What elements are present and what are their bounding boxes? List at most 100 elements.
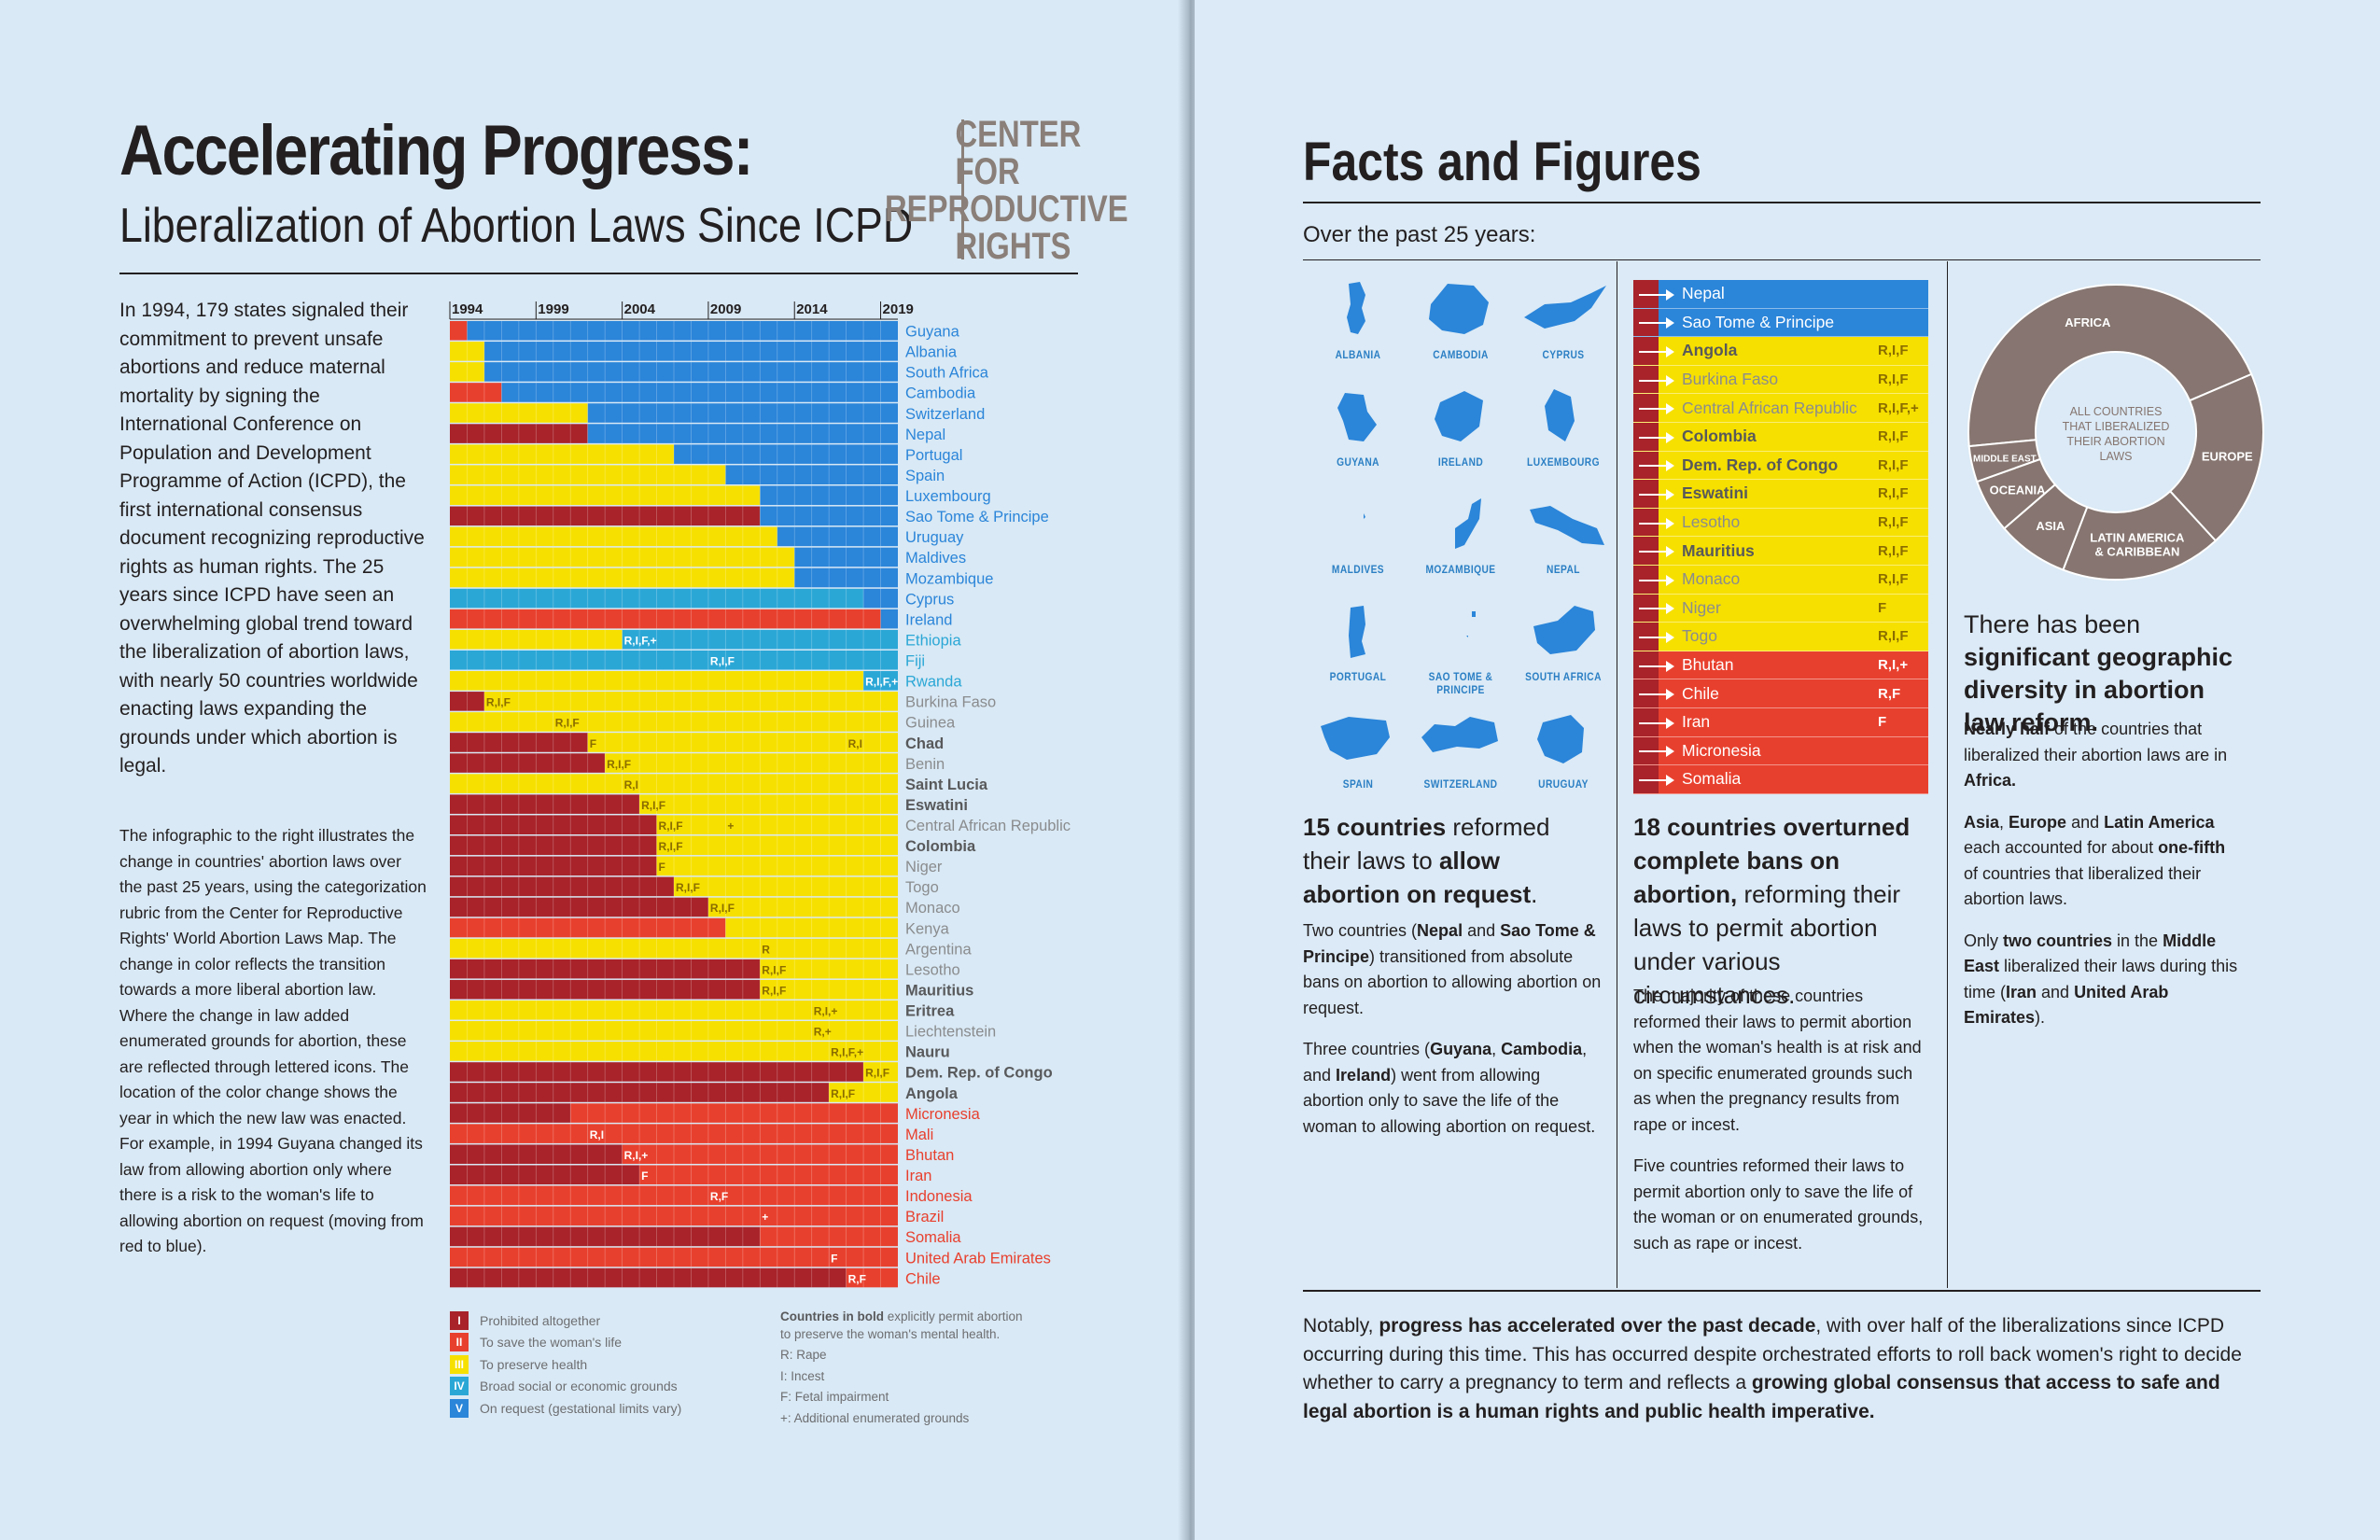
list-item: Bhutan R,I,+ bbox=[1633, 651, 1928, 680]
country-map-tile: SAO TOME & PRINCIPE bbox=[1409, 598, 1512, 696]
grounds-label: R,F bbox=[848, 1272, 866, 1285]
logo-line: FOR bbox=[955, 151, 1020, 192]
legend-swatch: IV bbox=[450, 1377, 469, 1396]
text: ) transitioned from absolute bans on abo… bbox=[1303, 946, 1602, 1017]
country-label: Ireland bbox=[905, 611, 952, 628]
facts-rule-thin bbox=[1303, 259, 2261, 260]
list-item: Lesotho R,I,F bbox=[1633, 508, 1928, 538]
bar-segment-before bbox=[450, 567, 795, 588]
note-incest: I: Incest bbox=[780, 1368, 825, 1383]
bar-segment-after bbox=[467, 321, 898, 341]
country-map-tile: NEPAL bbox=[1512, 491, 1615, 576]
list-item-name: Monaco bbox=[1682, 569, 1741, 589]
country-map-tile: CAMBODIA bbox=[1409, 276, 1512, 361]
country-label: Mali bbox=[905, 1127, 933, 1143]
country-label: South Africa bbox=[905, 365, 989, 382]
south-africa-map-icon bbox=[1533, 606, 1595, 654]
text: and bbox=[2037, 982, 2075, 1001]
bar-segment-before bbox=[450, 403, 588, 423]
donut-slice bbox=[1967, 439, 2042, 483]
note-additional: +: Additional enumerated grounds bbox=[780, 1410, 970, 1425]
bar-segment-after bbox=[863, 1062, 898, 1082]
grounds-label: R,F bbox=[710, 1190, 728, 1203]
grounds-label: R,I,+ bbox=[814, 1005, 838, 1018]
bar-segment-before bbox=[450, 588, 864, 609]
bar-segment-before bbox=[450, 959, 761, 979]
paragraph: The majority of these countries reformed… bbox=[1633, 987, 1922, 1134]
bar-segment-before bbox=[450, 321, 468, 341]
grounds-label: F bbox=[831, 1252, 837, 1265]
arrow-right-icon bbox=[1639, 403, 1674, 415]
legend-swatch: I bbox=[450, 1310, 469, 1330]
bar-segment-after bbox=[760, 506, 898, 526]
bar-segment-before bbox=[450, 712, 553, 732]
country-label: Argentina bbox=[905, 941, 972, 958]
country-label: Angola bbox=[905, 1085, 959, 1102]
bar-segment-before bbox=[450, 485, 761, 506]
facts-rule bbox=[1303, 202, 2261, 203]
list-item-name: Togo bbox=[1682, 626, 1717, 646]
list-item-name: Dem. Rep. of Congo bbox=[1682, 455, 1839, 474]
country-map-tile: URUGUAY bbox=[1512, 706, 1615, 791]
bar-segment-before bbox=[450, 424, 588, 443]
logo-line: RIGHTS bbox=[955, 226, 1071, 267]
grounds-label: R,I bbox=[848, 737, 862, 750]
bar-segment-after bbox=[846, 1267, 898, 1288]
donut-slice-label: AFRICA bbox=[2065, 315, 2111, 329]
conclusion-paragraph: Notably, progress has accelerated over t… bbox=[1303, 1312, 2261, 1426]
bar-segment-before bbox=[450, 917, 726, 938]
country-label: Nepal bbox=[905, 427, 945, 443]
list-item: Togo R,I,F bbox=[1633, 623, 1928, 651]
bar-segment-before bbox=[450, 1000, 812, 1020]
text: ). bbox=[2035, 1008, 2046, 1027]
text-strong: Africa. bbox=[1964, 771, 2017, 790]
map-shape bbox=[1524, 286, 1606, 329]
country-label: United Arab Emirates bbox=[905, 1250, 1051, 1267]
country-map-tile: ALBANIA bbox=[1307, 276, 1409, 361]
intro-paragraph: In 1994, 179 states signaled their commi… bbox=[119, 300, 425, 777]
list-item-grounds: F bbox=[1878, 714, 1887, 731]
text: in the bbox=[2112, 931, 2163, 950]
maldives-map-icon bbox=[1364, 513, 1365, 519]
country-label: Uruguay bbox=[905, 529, 964, 546]
map-label: MALDIVES bbox=[1331, 563, 1385, 576]
grounds-label: F bbox=[641, 1169, 648, 1183]
text: , bbox=[1999, 812, 2009, 832]
list-item-grounds: R,I,F bbox=[1878, 542, 1909, 559]
bar-segment-before bbox=[450, 1103, 571, 1123]
list-item-name: Central African Republic bbox=[1682, 398, 1857, 417]
list-item-name: Lesotho bbox=[1682, 512, 1741, 532]
text: liberalized their laws during this time … bbox=[1964, 957, 2238, 1001]
x-tick-label: 2009 bbox=[710, 301, 741, 317]
cambodia-map-icon bbox=[1429, 284, 1489, 334]
country-label: Colombia bbox=[905, 838, 976, 855]
grounds-label: R,I,F bbox=[486, 696, 511, 709]
bar-segment-after bbox=[760, 938, 898, 959]
arrow-right-icon bbox=[1639, 746, 1674, 758]
legend-item: IV Broad social or economic grounds bbox=[450, 1376, 681, 1398]
country-label: Nauru bbox=[905, 1044, 950, 1061]
map-label: PORTUGAL bbox=[1329, 670, 1387, 683]
title-rule bbox=[119, 273, 1078, 274]
country-label: Chad bbox=[905, 735, 944, 752]
arrow-right-icon bbox=[1639, 603, 1674, 615]
heading-text: There has been bbox=[1964, 610, 2141, 638]
map-label: CYPRUS bbox=[1542, 348, 1585, 361]
country-label: Dem. Rep. of Congo bbox=[905, 1065, 1053, 1082]
donut-center-label: ALL COUNTRIES bbox=[2070, 405, 2163, 418]
bar-segment-after bbox=[760, 485, 898, 506]
overturned-bans-body: The majority of these countries reformed… bbox=[1633, 984, 1934, 1256]
country-label: Mauritius bbox=[905, 982, 973, 999]
bar-segment-after bbox=[587, 424, 898, 443]
bar-segment-after bbox=[880, 609, 898, 629]
list-item-name: Angola bbox=[1682, 341, 1738, 360]
text: , and bbox=[1303, 1040, 1588, 1085]
arrow-right-icon bbox=[1639, 660, 1674, 672]
bar-segment-after bbox=[553, 712, 898, 732]
bar-segment-before bbox=[450, 342, 484, 361]
bar-segment-after bbox=[622, 629, 898, 650]
map-label: LUXEMBOURG bbox=[1527, 455, 1600, 469]
list-item-name: Niger bbox=[1682, 597, 1721, 617]
bold-note-strong: Countries in bold bbox=[780, 1309, 884, 1323]
bar-segment-after bbox=[639, 794, 898, 814]
